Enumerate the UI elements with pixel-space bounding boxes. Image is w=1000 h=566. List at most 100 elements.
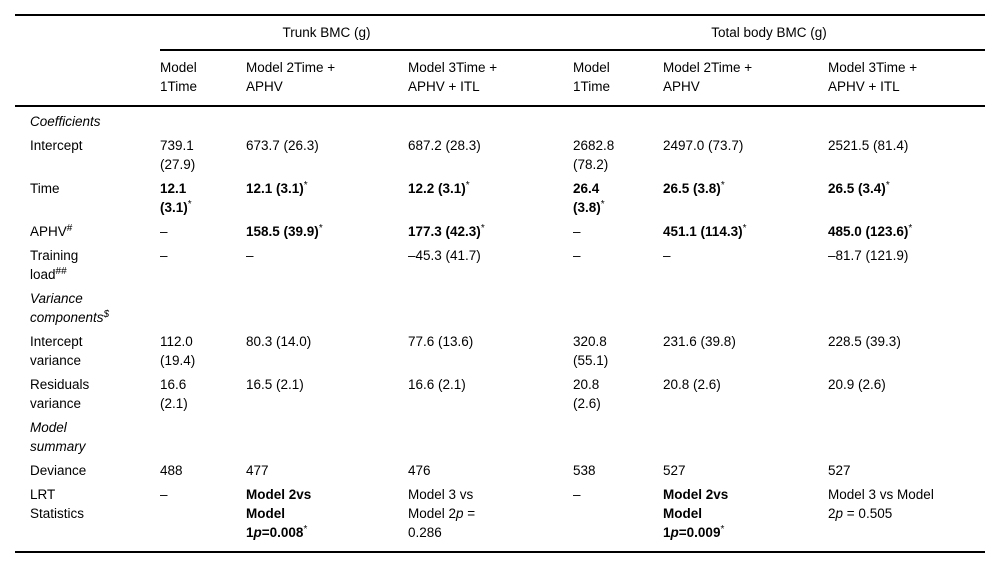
text-segment: 26.4 (3.8) [573, 181, 601, 215]
table-cell: Model 2vs Model 1p=0.008* [246, 480, 408, 552]
table-cell: 26.5 (3.8)* [663, 174, 828, 217]
text-segment: Model 2vs Model 1 [663, 487, 729, 540]
text-segment: – [160, 224, 168, 239]
text-segment: 158.5 (39.9) [246, 224, 319, 239]
table-row: Deviance 488 477 476 538 527 527 [15, 456, 985, 480]
header-stub [15, 50, 160, 107]
table-cell: 16.6 (2.1) [160, 370, 246, 413]
superscript-marker: * [600, 199, 605, 210]
table-row: Training load## – – –45.3 (41.7) – – –81.7 (12… [15, 241, 985, 284]
section-label: Coefficients [15, 106, 985, 131]
section-label: Variance components$ [15, 284, 985, 327]
table-cell: – [246, 241, 408, 284]
table-cell: – [573, 480, 663, 552]
table-cell: 451.1 (114.3)* [663, 217, 828, 241]
table-cell: 687.2 (28.3) [408, 131, 573, 174]
text-segment: APHV [30, 224, 67, 239]
superscript-marker: # [66, 223, 73, 234]
text-segment: 320.8 (55.1) [573, 334, 609, 368]
group-header: Total body BMC (g) [573, 15, 986, 51]
table-cell: 538 [573, 456, 663, 480]
table-cell: 20.8 (2.6) [663, 370, 828, 413]
column-header: Model 3Time + APHV + ITL [408, 50, 574, 107]
table-cell: – [160, 241, 246, 284]
table-cell: 673.7 (26.3) [246, 131, 408, 174]
table-cell: Model 3 vs Model 2p = 0.505 [828, 480, 985, 552]
text-segment: – [573, 224, 581, 239]
section-row: Coefficients [15, 106, 985, 131]
text-segment: 538 [573, 463, 596, 478]
text-segment: 485.0 (123.6) [828, 224, 909, 239]
text-segment: 26.5 (3.8) [663, 181, 721, 196]
text-segment: = 0.286 [408, 506, 476, 540]
table-cell: Model 2vs Model 1p=0.009* [663, 480, 828, 552]
superscript-marker: * [742, 223, 747, 234]
table-row: Residuals variance 16.6 (2.1) 16.5 (2.1) 16… [15, 370, 985, 413]
superscript-marker: * [885, 180, 890, 191]
text-segment: 16.5 (2.1) [246, 377, 304, 392]
table-row: APHV# –158.5 (39.9)* 177.3 (42.3)* –451.1 (… [15, 217, 985, 241]
table-cell: 527 [828, 456, 985, 480]
text-segment: 488 [160, 463, 183, 478]
text-segment: 12.1 (3.1) [160, 181, 188, 215]
table-header: Trunk BMC (g) Total body BMC (g) Model 1T… [15, 15, 986, 107]
row-label: Deviance [15, 456, 160, 480]
text-segment: 112.0 (19.4) [160, 334, 196, 368]
text-segment: – [573, 248, 581, 263]
table-cell: 228.5 (39.3) [828, 327, 985, 370]
text-segment: – [573, 487, 581, 502]
table-cell: 16.5 (2.1) [246, 370, 408, 413]
column-header: Model 1Time [573, 50, 664, 107]
text-segment: 20.8 (2.6) [573, 377, 601, 411]
text-segment: 228.5 (39.3) [828, 334, 901, 349]
text-segment: 177.3 (42.3) [408, 224, 481, 239]
text-segment: 527 [828, 463, 851, 478]
column-header-row: Model 1Time Model 2Time + APHV Model 3Time… [15, 50, 986, 107]
text-segment: 476 [408, 463, 431, 478]
superscript-marker: * [318, 223, 323, 234]
table-cell: 20.8 (2.6) [573, 370, 663, 413]
table-cell: 77.6 (13.6) [408, 327, 573, 370]
text-segment: – [160, 248, 168, 263]
table-cell: 12.1 (3.1)* [246, 174, 408, 217]
text-segment: 687.2 (28.3) [408, 138, 481, 153]
row-label: APHV# [15, 217, 160, 241]
text-segment: Training load [30, 248, 79, 282]
row-label: Residuals variance [15, 370, 160, 413]
superscript-marker: * [480, 223, 485, 234]
table-cell: – [160, 217, 246, 241]
table-cell: 177.3 (42.3)* [408, 217, 573, 241]
text-segment: Coefficients [30, 114, 101, 129]
table-cell: –81.7 (121.9) [828, 241, 985, 284]
text-segment: 527 [663, 463, 686, 478]
superscript-marker: ## [55, 266, 67, 277]
table-cell: 12.2 (3.1)* [408, 174, 573, 217]
table-cell: 476 [408, 456, 573, 480]
table-cell: 477 [246, 456, 408, 480]
row-label: Intercept variance [15, 327, 160, 370]
text-segment: – [160, 487, 168, 502]
row-label: Time [15, 174, 160, 217]
table-cell: 26.4 (3.8)* [573, 174, 663, 217]
text-segment: 739.1 (27.9) [160, 138, 196, 172]
text-segment: 16.6 (2.1) [160, 377, 188, 411]
table-cell: – [160, 480, 246, 552]
table-cell: 231.6 (39.8) [663, 327, 828, 370]
text-segment: =0.009 [678, 525, 721, 540]
table-cell: 16.6 (2.1) [408, 370, 573, 413]
table-row: Time 12.1 (3.1)* 12.1 (3.1)* 12.2 (3.1)* 26.… [15, 174, 985, 217]
table-cell: 320.8 (55.1) [573, 327, 663, 370]
text-segment: 80.3 (14.0) [246, 334, 312, 349]
text-segment: Intercept variance [30, 334, 83, 368]
column-header: Model 2Time + APHV [246, 50, 408, 107]
table-cell: 488 [160, 456, 246, 480]
table-row: Intercept variance 112.0 (19.4) 80.3 (14.0… [15, 327, 985, 370]
group-header: Trunk BMC (g) [160, 15, 574, 51]
row-label: Training load## [15, 241, 160, 284]
text-segment: 2497.0 (73.7) [663, 138, 744, 153]
header-stub [15, 15, 160, 50]
section-row: Variance components$ [15, 284, 985, 327]
column-header: Model 2Time + APHV [663, 50, 829, 107]
text-segment: 451.1 (114.3) [663, 224, 743, 239]
text-segment: – [663, 248, 671, 263]
